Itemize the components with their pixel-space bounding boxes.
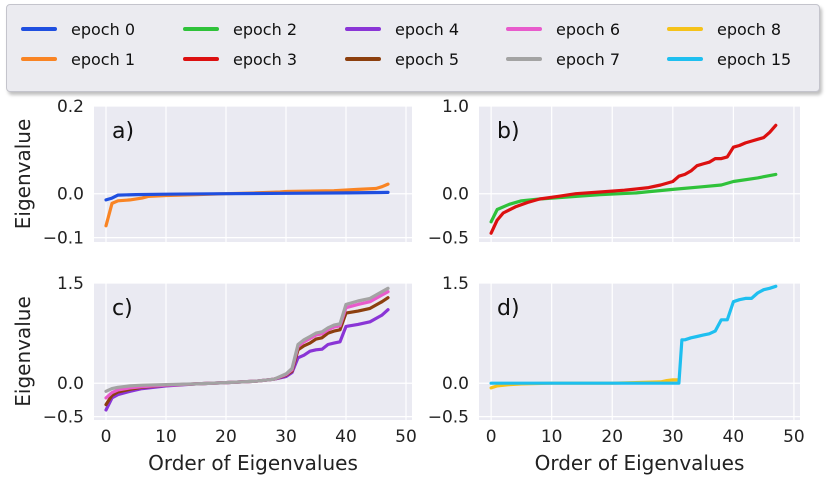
legend-swatch <box>506 27 542 31</box>
x-tick-label: 50 <box>395 427 417 447</box>
legend-swatch <box>183 27 219 31</box>
y-tick-label: 0.0 <box>442 374 469 394</box>
legend-item: epoch 0 <box>21 18 135 40</box>
panel-label: d) <box>497 296 520 321</box>
legend-label: epoch 3 <box>233 49 297 69</box>
y-tick-label: −0.1 <box>43 229 84 249</box>
legend-item: epoch 4 <box>345 18 459 40</box>
legend-swatch <box>667 27 703 31</box>
x-tick-label: 30 <box>662 427 684 447</box>
y-tick-label: 1.0 <box>442 97 469 117</box>
x-tick-label: 30 <box>275 427 297 447</box>
legend-item: epoch 15 <box>667 48 791 70</box>
y-tick-label: 1.5 <box>57 274 84 294</box>
legend-label: epoch 5 <box>395 49 459 69</box>
legend-item: epoch 7 <box>506 48 620 70</box>
subplot-c: −0.5 0.0 1.5 0 10 20 30 40 50 c) Eigenvalue Order o… <box>11 274 417 475</box>
legend-swatch <box>345 57 381 61</box>
series-line-epoch-0 <box>104 190 390 202</box>
legend-item: epoch 5 <box>345 48 459 70</box>
series-line-epoch-7 <box>104 286 390 393</box>
plot-background <box>479 106 800 242</box>
legend-item: epoch 3 <box>183 48 297 70</box>
y-axis-label: Eigenvalue <box>11 296 35 407</box>
y-tick-label: 0.0 <box>442 185 469 205</box>
x-tick-label: 0 <box>486 427 497 447</box>
y-tick-label: 0.0 <box>57 185 84 205</box>
series-line-epoch-15 <box>489 284 778 385</box>
x-tick-label: 10 <box>155 427 177 447</box>
x-tick-label: 20 <box>215 427 237 447</box>
y-tick-label: 0.2 <box>57 97 84 117</box>
panel-label: a) <box>112 119 134 144</box>
legend-label: epoch 6 <box>556 19 620 39</box>
y-tick-label: 0.0 <box>57 374 84 394</box>
plot-background <box>94 283 412 420</box>
legend-item: epoch 2 <box>183 18 297 40</box>
legend-swatch <box>667 57 703 61</box>
plot-background <box>479 283 800 420</box>
subplot-a: −0.1 0.0 0.2 a) Eigenvalue <box>11 97 412 249</box>
x-axis-label: Order of Eigenvalues <box>535 451 745 475</box>
panel-label: c) <box>112 296 133 321</box>
legend-swatch <box>183 57 219 61</box>
x-tick-label: 40 <box>335 427 357 447</box>
legend-swatch <box>21 57 57 61</box>
y-axis-label: Eigenvalue <box>11 119 35 230</box>
y-tick-label: −0.5 <box>428 229 469 249</box>
series-line-epoch-2 <box>489 172 778 224</box>
legend-label: epoch 7 <box>556 49 620 69</box>
y-tick-label: −0.5 <box>43 408 84 428</box>
x-tick-label: 0 <box>101 427 112 447</box>
x-tick-label: 50 <box>783 427 805 447</box>
y-tick-label: 1.5 <box>442 274 469 294</box>
series-line-epoch-3 <box>489 123 778 235</box>
legend-label: epoch 15 <box>717 49 792 69</box>
subplot-d: −0.5 0.0 1.5 0 10 20 30 40 50 d) Order of Eigenval… <box>428 274 805 475</box>
legend: epoch 0 epoch 1 epoch 2 epoch 3 epoch 4 epoch… <box>6 4 820 92</box>
legend-swatch <box>21 27 57 31</box>
x-tick-label: 20 <box>601 427 623 447</box>
legend-label: epoch 2 <box>233 19 297 39</box>
x-tick-label: 40 <box>723 427 745 447</box>
subplot-b: −0.5 0.0 1.0 b) <box>428 97 800 249</box>
legend-label: epoch 0 <box>71 19 135 39</box>
legend-item: epoch 6 <box>506 18 620 40</box>
legend-item: epoch 8 <box>667 18 781 40</box>
x-axis-label: Order of Eigenvalues <box>148 451 358 475</box>
x-tick-label: 10 <box>541 427 563 447</box>
legend-label: epoch 1 <box>71 49 135 69</box>
legend-swatch <box>506 57 542 61</box>
panel-label: b) <box>497 119 520 144</box>
y-tick-label: −0.5 <box>428 408 469 428</box>
plot-background <box>94 106 412 242</box>
legend-swatch <box>345 27 381 31</box>
legend-item: epoch 1 <box>21 48 135 70</box>
legend-label: epoch 4 <box>395 19 459 39</box>
legend-label: epoch 8 <box>717 19 781 39</box>
